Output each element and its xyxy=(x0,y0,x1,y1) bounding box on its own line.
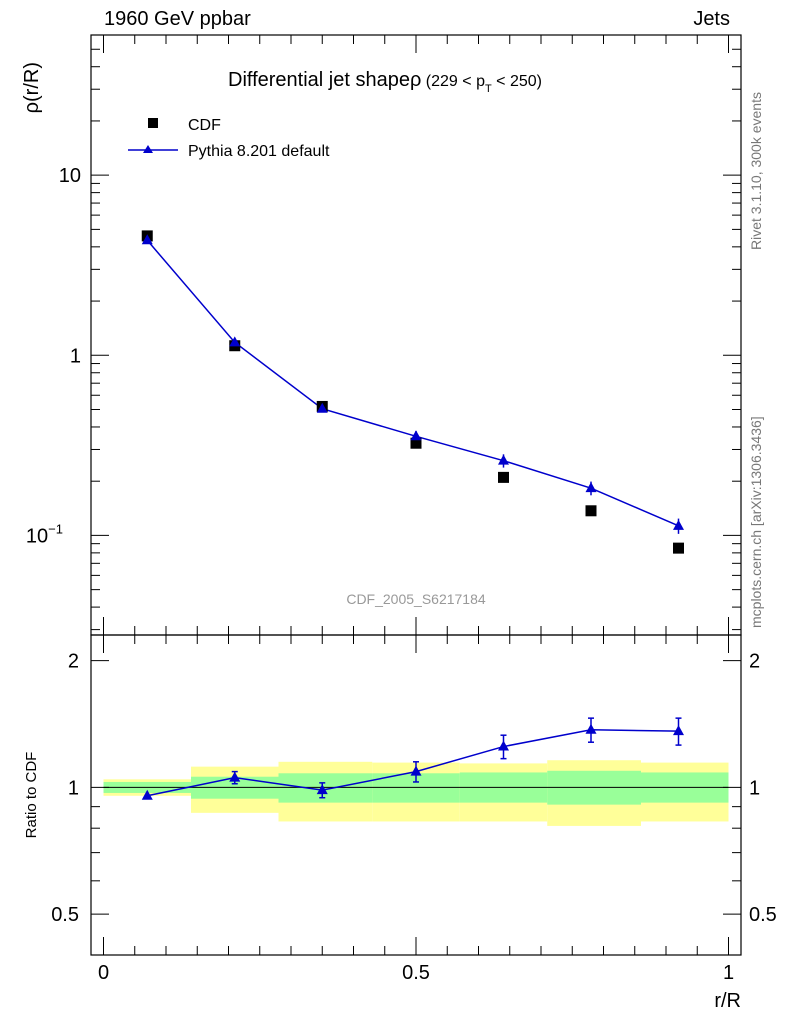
cdf-data-point xyxy=(410,437,422,449)
ratio-data-point xyxy=(673,725,684,736)
uncertainty-band-inner xyxy=(278,773,373,803)
legend-label-cdf: CDF xyxy=(188,117,221,134)
axis-ticks xyxy=(91,34,741,956)
x-tick-label: 0.5 xyxy=(402,962,430,984)
cdf-data-point xyxy=(498,471,509,483)
cdf-data-point xyxy=(585,505,597,517)
ratio-y-tick-label: 0.5 xyxy=(51,904,79,926)
y-tick-label: 10−1 xyxy=(26,521,63,547)
y-tick-label: 1 xyxy=(70,345,81,367)
ratio-data-point xyxy=(141,789,153,800)
x-axis-label: r/R xyxy=(714,990,741,1012)
ratio-data-point xyxy=(229,771,241,782)
ratio-y-tick-label-right: 0.5 xyxy=(749,904,777,926)
header-right-label: Jets xyxy=(693,8,730,30)
legend-marker-cdf xyxy=(148,118,158,128)
x-tick-label: 1 xyxy=(723,962,734,984)
ratio-data-point xyxy=(498,740,509,751)
pythia-data-point xyxy=(316,402,328,413)
pythia-data-point xyxy=(229,336,241,347)
ratio-data-point xyxy=(585,723,597,734)
y-axis-label: ρ(r/R) xyxy=(21,62,43,113)
chart-text: 10−1 1 10 0.5 0.5 1 1 2 2 0 0.5 1 ρ(r/R) Ratio to CDF… xyxy=(21,62,777,1012)
ratio-y-tick-label: 2 xyxy=(68,651,79,673)
pythia-series-line xyxy=(146,239,679,527)
ratio-y-tick-label-right: 1 xyxy=(749,777,760,799)
analysis-watermark: CDF_2005_S6217184 xyxy=(346,591,486,607)
ratio-y-tick-label-right: 2 xyxy=(749,651,760,673)
pythia-data-point xyxy=(498,454,509,465)
ratio-data-point xyxy=(410,765,422,776)
data-marks xyxy=(141,230,684,800)
ratio-bands xyxy=(103,760,729,826)
cdf-data-point xyxy=(673,542,684,554)
pythia-data-point xyxy=(410,430,422,441)
ratio-y-tick-label: 1 xyxy=(68,777,79,799)
header-left-label: 1960 GeV ppbar xyxy=(104,8,251,30)
chart-title: Differential jet shapeρ (229 < pT < 250) xyxy=(228,69,542,95)
ratio-y-axis-label: Ratio to CDF xyxy=(23,752,40,839)
legend-label-pythia: Pythia 8.201 default xyxy=(188,143,330,160)
pythia-data-point xyxy=(141,234,153,245)
y-tick-label: 10 xyxy=(59,165,81,187)
pythia-data-point xyxy=(673,519,684,530)
ratio-data-point xyxy=(316,784,328,795)
pythia-data-point xyxy=(585,482,597,493)
legend-marker-pythia xyxy=(143,145,153,153)
x-tick-label: 0 xyxy=(98,962,109,984)
